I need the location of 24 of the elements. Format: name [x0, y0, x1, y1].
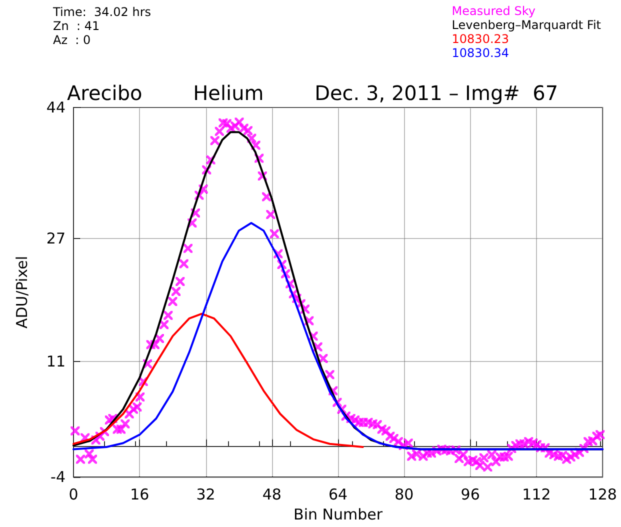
text: Measured Sky [452, 4, 536, 18]
x-tick-label: 32 [196, 486, 216, 504]
x-axis-title: Bin Number [294, 506, 384, 524]
x-tick-label: 64 [328, 486, 348, 504]
x-tick-label: 0 [68, 486, 78, 504]
x-tick-label: 96 [460, 486, 480, 504]
y-tick-label: 44 [46, 98, 66, 116]
x-tick-label: 16 [130, 486, 150, 504]
line-series [72, 312, 364, 448]
x-tick-label: 80 [394, 486, 414, 504]
x-tick-label: 48 [262, 486, 282, 504]
y-tick-label: 27 [46, 229, 66, 248]
y-tick-label: -4 [50, 468, 66, 486]
y-tick-label: 11 [46, 352, 66, 371]
text: Levenberg–Marquardt Fit [452, 18, 602, 32]
text: 10830.34 [452, 46, 510, 60]
y-axis-title: ADU/Pixel [13, 256, 31, 329]
text: Zn : 41 [53, 19, 100, 33]
chart-title: Arecibo Helium Dec. 3, 2011 – Img# 67 [67, 81, 558, 105]
x-tick-label: 112 [522, 486, 551, 504]
text: Time: 34.02 hrs [52, 5, 151, 19]
text: Az : 0 [53, 33, 91, 47]
text: 10830.23 [452, 32, 510, 46]
x-tick-label: 128 [588, 486, 617, 504]
